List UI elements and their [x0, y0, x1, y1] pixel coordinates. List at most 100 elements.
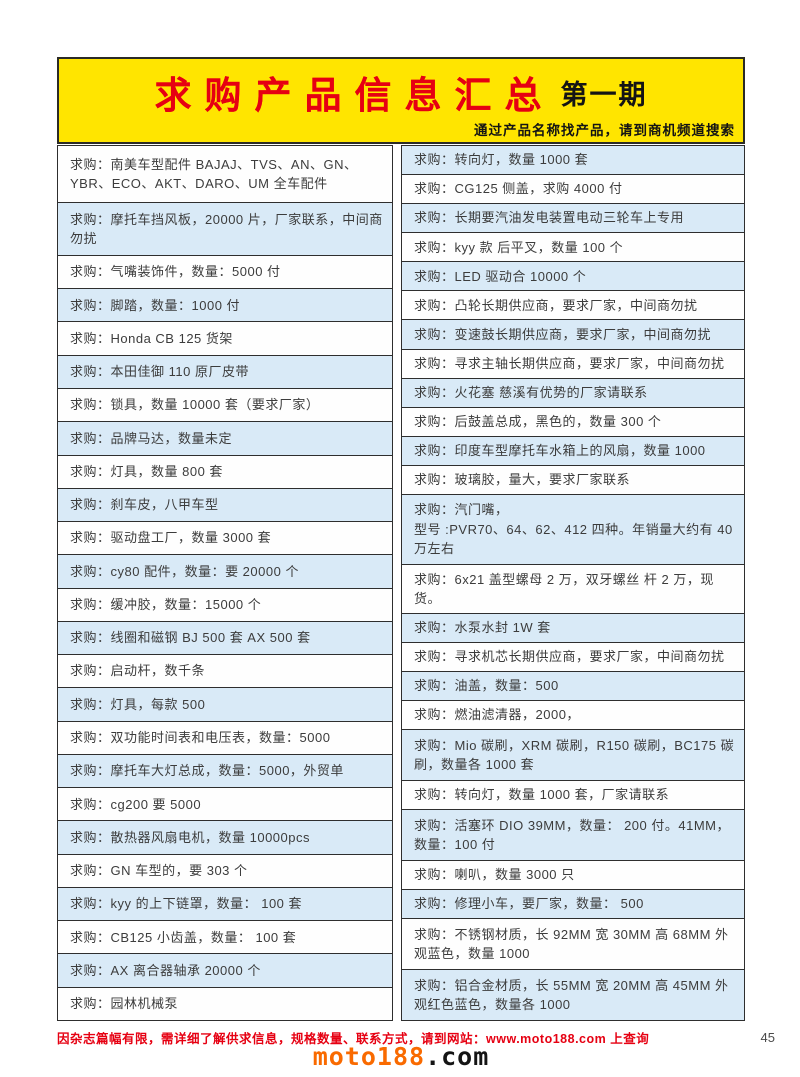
cell-text: 求购：油盖，数量：500: [414, 678, 559, 694]
table-cell: 求购：园林机械泵: [57, 986, 393, 1022]
cell-text: 求购：cg200 要 5000: [70, 796, 202, 812]
page-title: 求购产品信息汇总: [154, 75, 555, 116]
cell-text: 求购：散热器风扇电机，数量 10000pcs: [70, 829, 310, 845]
cell-text: 求购：转向灯，数量 1000 套: [414, 152, 589, 168]
table-cell: 求购：凸轮长期供应商，要求厂家，中间商勿扰: [401, 290, 745, 321]
header-banner: 求购产品信息汇总 第一期 通过产品名称找产品，请到商机频道搜索: [57, 57, 745, 144]
cell-text: 求购：灯具，数量 800 套: [70, 463, 223, 479]
cell-text: 求购：启动杆，数千条: [70, 663, 206, 679]
cell-text: 求购：kyy 的上下链罩，数量： 100 套: [70, 896, 303, 912]
table-cell: 求购：Mio 碳刷，XRM 碳刷，R150 碳刷，BC175 碳刷，数量各 10…: [401, 729, 745, 782]
banner-subtitle: 通过产品名称找产品，请到商机频道搜索: [474, 123, 735, 138]
table-cell: 求购：kyy 款 后平叉，数量 100 个: [401, 232, 745, 263]
table-cell: 求购：转向灯，数量 1000 套: [401, 145, 745, 176]
table-cell: 求购：喇叭，数量 3000 只: [401, 860, 745, 891]
table-cell: 求购：cg200 要 5000: [57, 787, 393, 822]
cell-text: 求购：CB125 小齿盖，数量： 100 套: [70, 929, 297, 945]
cell-text: 求购：园林机械泵: [70, 996, 179, 1012]
cell-text: 求购：汽门嘴， 型号 :PVR70、64、62、412 四种。年销量大约有 40…: [414, 502, 733, 557]
table-cell: 求购：不锈钢材质，长 92MM 宽 30MM 高 68MM 外观蓝色，数量 10…: [401, 918, 745, 971]
footer-notice: 因杂志篇幅有限，需详细了解供求信息，规格数量、联系方式，请到网站：www.mot…: [57, 1032, 650, 1046]
table-cell: 求购：GN 车型的，要 303 个: [57, 853, 393, 888]
cell-text: 求购：LED 驱动合 10000 个: [414, 268, 587, 284]
cell-text: 求购：灯具，每款 500: [70, 696, 206, 712]
page-number: 45: [760, 1030, 775, 1045]
table-cell: 求购：cy80 配件，数量：要 20000 个: [57, 554, 393, 589]
table-cell: 求购：燃油滤清器，2000，: [401, 700, 745, 731]
cell-text: 求购：6x21 盖型螺母 2 万，双牙螺丝 杆 2 万，现货。: [414, 571, 714, 607]
cell-text: 求购：品牌马达，数量未定: [70, 430, 233, 446]
table-cell: 求购：摩托车挡风板，20000 片，厂家联系，中间商勿扰: [57, 202, 393, 256]
table-cell: 求购：长期要汽油发电装置电动三轮车上专用: [401, 203, 745, 234]
cell-text: 求购：活塞环 DIO 39MM，数量： 200 付。41MM，数量：100 付: [414, 817, 730, 853]
table-cell: 求购：灯具，每款 500: [57, 687, 393, 722]
cell-text: 求购：不锈钢材质，长 92MM 宽 30MM 高 68MM 外观蓝色，数量 10…: [414, 926, 729, 962]
cell-text: 求购：水泵水封 1W 套: [414, 620, 551, 636]
table-cell: 求购：活塞环 DIO 39MM，数量： 200 付。41MM，数量：100 付: [401, 809, 745, 862]
cell-text: 求购：气嘴装饰件，数量：5000 付: [70, 264, 281, 280]
table-cell: 求购：缓冲胶，数量：15000 个: [57, 587, 393, 622]
cell-text: 求购：本田佳御 110 原厂皮带: [70, 364, 249, 380]
table-cell: 求购：火花塞 慈溪有优势的厂家请联系: [401, 377, 745, 408]
table-cell: 求购：印度车型摩托车水箱上的风扇，数量 1000: [401, 435, 745, 466]
table-cell: 求购：后鼓盖总成，黑色的，数量 300 个: [401, 406, 745, 437]
table-cell: 求购：品牌马达，数量未定: [57, 421, 393, 456]
table-cell: 求购：CG125 侧盖，求购 4000 付: [401, 174, 745, 205]
table-cell: 求购：AX 离合器轴承 20000 个: [57, 953, 393, 988]
cell-text: 求购：燃油滤清器，2000，: [414, 707, 580, 723]
cell-text: 求购：凸轮长期供应商，要求厂家，中间商勿扰: [414, 297, 698, 313]
table-cell: 求购：启动杆，数千条: [57, 654, 393, 689]
table-cell: 求购：摩托车大灯总成，数量：5000，外贸单: [57, 753, 393, 789]
cell-text: 求购：摩托车大灯总成，数量：5000，外贸单: [70, 763, 344, 779]
cell-text: 求购：后鼓盖总成，黑色的，数量 300 个: [414, 413, 662, 429]
table-cell: 求购：LED 驱动合 10000 个: [401, 261, 745, 292]
cell-text: 求购：双功能时间表和电压表，数量：5000: [70, 730, 331, 745]
table-cell: 求购：锁具，数量 10000 套（要求厂家）: [57, 387, 393, 423]
cell-text: 求购：驱动盘工厂，数量 3000 套: [70, 530, 272, 546]
cell-text: 求购：GN 车型的，要 303 个: [70, 863, 248, 879]
table-cell: 求购：变速鼓长期供应商，要求厂家，中间商勿扰: [401, 319, 745, 350]
cell-text: 求购：修理小车，要厂家，数量： 500: [414, 896, 644, 912]
table-cell: 求购：脚踏，数量：1000 付: [57, 288, 393, 323]
cell-text: 求购：Mio 碳刷，XRM 碳刷，R150 碳刷，BC175 碳刷，数量各 10…: [414, 737, 735, 773]
site-logo: moto188.com: [57, 1042, 745, 1071]
table-cell: 求购：转向灯，数量 1000 套，厂家请联系: [401, 780, 745, 811]
table-cell: 求购：寻求主轴长期供应商，要求厂家，中间商勿扰: [401, 348, 745, 379]
table-cell: 求购：修理小车，要厂家，数量： 500: [401, 889, 745, 920]
cell-text: 求购：寻求机芯长期供应商，要求厂家，中间商勿扰: [414, 649, 725, 665]
column-left: 求购：南美车型配件 BAJAJ、TVS、AN、GN、YBR、ECO、AKT、DA…: [57, 145, 393, 1022]
cell-text: 求购：摩托车挡风板，20000 片，厂家联系，中间商勿扰: [70, 211, 383, 247]
table-cell: 求购：刹车皮，八甲车型: [57, 487, 393, 523]
logo-name: moto188: [312, 1042, 426, 1071]
table-cell: 求购：kyy 的上下链罩，数量： 100 套: [57, 886, 393, 922]
table-cell: 求购：汽门嘴， 型号 :PVR70、64、62、412 四种。年销量大约有 40…: [401, 493, 745, 566]
table-cell: 求购：玻璃胶，量大，要求厂家联系: [401, 464, 745, 495]
cell-text: 求购：cy80 配件，数量：要 20000 个: [70, 563, 299, 579]
cell-text: 求购：缓冲胶，数量：15000 个: [70, 596, 262, 612]
table-cell: 求购：气嘴装饰件，数量：5000 付: [57, 254, 393, 290]
cell-text: 求购：转向灯，数量 1000 套，厂家请联系: [414, 787, 670, 803]
table-cell: 求购：Honda CB 125 货架: [57, 321, 393, 356]
cell-text: 求购：锁具，数量 10000 套（要求厂家）: [70, 397, 320, 413]
request-table: 求购：南美车型配件 BAJAJ、TVS、AN、GN、YBR、ECO、AKT、DA…: [57, 145, 745, 1022]
cell-text: 求购：印度车型摩托车水箱上的风扇，数量 1000: [414, 443, 706, 459]
cell-text: 求购：Honda CB 125 货架: [70, 330, 233, 346]
cell-text: 求购：铝合金材质，长 55MM 宽 20MM 高 45MM 外观红色蓝色，数量各…: [414, 977, 729, 1013]
cell-text: 求购：AX 离合器轴承 20000 个: [70, 962, 261, 978]
column-right: 求购：转向灯，数量 1000 套求购：CG125 侧盖，求购 4000 付求购：…: [401, 145, 745, 1021]
cell-text: 求购：长期要汽油发电装置电动三轮车上专用: [414, 210, 685, 226]
table-cell: 求购：寻求机芯长期供应商，要求厂家，中间商勿扰: [401, 641, 745, 673]
cell-text: 求购：火花塞 慈溪有优势的厂家请联系: [414, 384, 648, 400]
table-cell: 求购：驱动盘工厂，数量 3000 套: [57, 521, 393, 556]
cell-text: 求购：南美车型配件 BAJAJ、TVS、AN、GN、YBR、ECO、AKT、DA…: [70, 156, 358, 192]
table-cell: 求购：南美车型配件 BAJAJ、TVS、AN、GN、YBR、ECO、AKT、DA…: [57, 145, 393, 204]
cell-text: 求购：kyy 款 后平叉，数量 100 个: [414, 239, 624, 255]
table-cell: 求购：线圈和磁钢 BJ 500 套 AX 500 套: [57, 620, 393, 656]
cell-text: 求购：喇叭，数量 3000 只: [414, 867, 575, 883]
cell-text: 求购：CG125 侧盖，求购 4000 付: [414, 181, 623, 197]
cell-text: 求购：变速鼓长期供应商，要求厂家，中间商勿扰: [414, 326, 712, 342]
table-cell: 求购：散热器风扇电机，数量 10000pcs: [57, 820, 393, 855]
table-cell: 求购：CB125 小齿盖，数量： 100 套: [57, 920, 393, 955]
cell-text: 求购：刹车皮，八甲车型: [70, 497, 219, 513]
